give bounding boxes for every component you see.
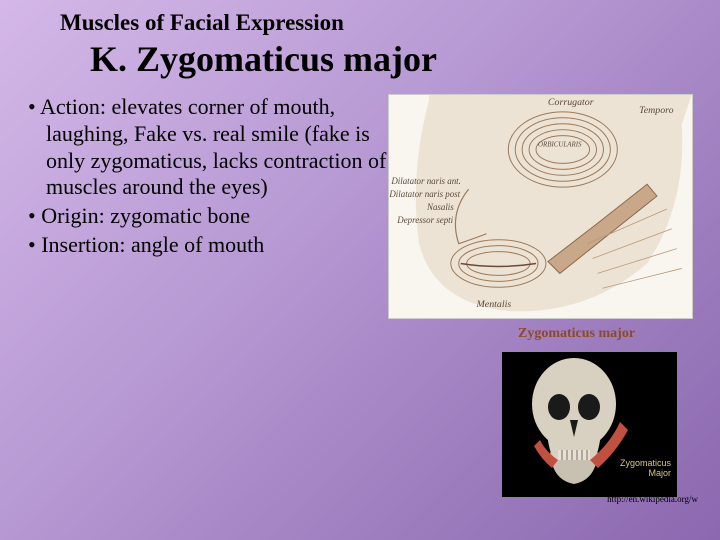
anatomy-label-dilatator: Dilatator naris ant. xyxy=(390,176,461,186)
anatomy-label-mentalis: Mentalis xyxy=(476,299,512,310)
skull-label: Zygomaticus Major xyxy=(620,459,671,479)
anatomy-caption: Zygomaticus major xyxy=(518,326,635,342)
bullet-item: Origin: zygomatic bone xyxy=(28,203,388,230)
content-row: Action: elevates corner of mouth, laughi… xyxy=(0,80,720,319)
anatomy-label-nasalis: Nasalis xyxy=(426,202,454,212)
bullet-list: Action: elevates corner of mouth, laughi… xyxy=(28,94,388,319)
anatomy-label-depressor: Depressor septi xyxy=(396,215,453,225)
bullet-item: Insertion: angle of mouth xyxy=(28,232,388,259)
anatomy-label-dilatator2: Dilatator naris post xyxy=(389,189,461,199)
anatomy-label-temporo: Temporo xyxy=(639,105,674,116)
anatomy-label-corrugator: Corrugator xyxy=(548,97,594,108)
slide-title: K. Zygomaticus major xyxy=(0,36,720,80)
skull-illustration: Zygomaticus Major xyxy=(502,352,677,497)
figure-column: Corrugator Temporo ORBICULARIS Dilatator… xyxy=(388,94,702,319)
skull-label-line2: Major xyxy=(648,468,671,478)
skull-label-line1: Zygomaticus xyxy=(620,458,671,468)
bullet-item: Action: elevates corner of mouth, laughi… xyxy=(28,94,388,201)
anatomy-illustration: Corrugator Temporo ORBICULARIS Dilatator… xyxy=(388,94,693,319)
source-url: http://en.wikipedia.org/w xyxy=(607,494,698,504)
slide-supertitle: Muscles of Facial Expression xyxy=(0,0,720,36)
anatomy-label-orbicularis: ORBICULARIS xyxy=(538,142,582,149)
